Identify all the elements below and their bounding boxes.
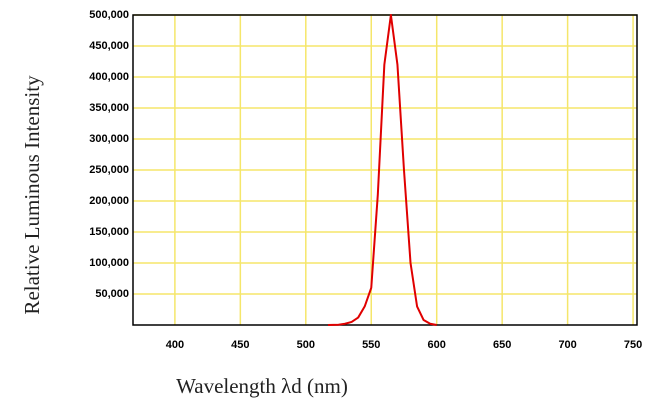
x-tick-label: 500	[297, 339, 315, 351]
y-tick-label: 500,000	[89, 9, 129, 21]
data-line	[328, 14, 437, 326]
y-tick-label: 400,000	[89, 71, 129, 83]
x-tick-label: 550	[362, 339, 380, 351]
y-axis-label: Relative Luminous Intensity	[20, 75, 44, 315]
y-tick-label: 300,000	[89, 133, 129, 145]
x-tick-label: 700	[558, 339, 576, 351]
x-tick-label: 600	[428, 339, 446, 351]
y-tick-label: 250,000	[89, 164, 129, 176]
y-tick-label: 150,000	[89, 226, 129, 238]
x-axis-label: Wavelength λd (nm)	[176, 374, 348, 398]
x-tick-label: 450	[231, 339, 249, 351]
plot-frame	[132, 14, 638, 326]
x-tick-label: 400	[166, 339, 184, 351]
y-tick-label: 50,000	[95, 288, 129, 300]
y-tick-label: 200,000	[89, 195, 129, 207]
y-tick-label: 350,000	[89, 102, 129, 114]
x-tick-label: 650	[493, 339, 511, 351]
x-tick-label: 750	[624, 339, 642, 351]
y-tick-label: 450,000	[89, 40, 129, 52]
y-tick-label: 100,000	[89, 257, 129, 269]
